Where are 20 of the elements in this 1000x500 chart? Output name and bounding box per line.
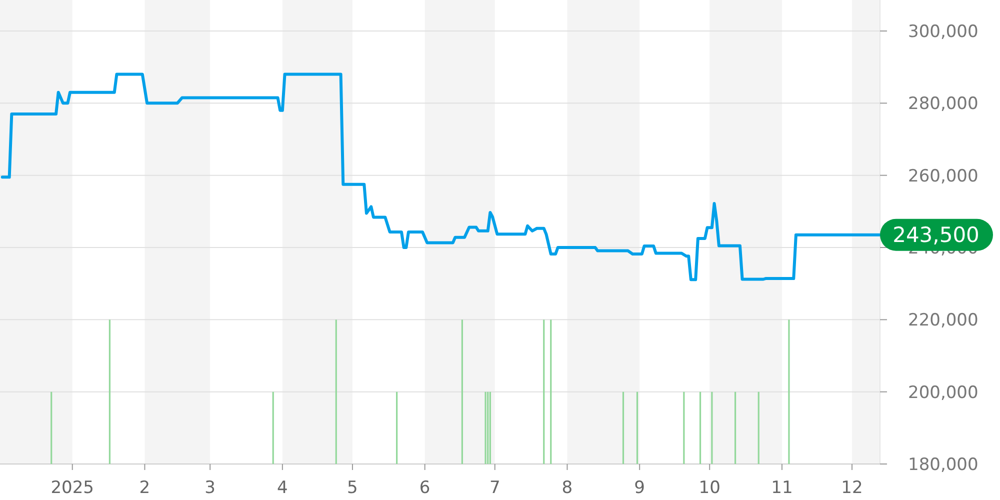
y-tick-label: 300,000 (908, 22, 978, 42)
y-tick-label: 180,000 (908, 454, 978, 475)
x-tick-label: 12 (841, 478, 863, 498)
x-tick-label: 4 (277, 478, 288, 498)
x-tick-label: 2 (139, 478, 150, 498)
y-tick-label: 260,000 (908, 166, 978, 186)
annotation: 243,500 (892, 223, 980, 248)
x-tick-label: 9 (634, 478, 645, 498)
line-series (0, 72, 882, 282)
y-tick-label: 220,000 (908, 310, 978, 331)
x-tick-label: 10 (698, 478, 720, 498)
x-tick-label: 8 (562, 478, 573, 498)
x-tick-label: 11 (771, 478, 793, 498)
y-tick-label: 280,000 (908, 94, 978, 114)
x-tick-label: 2025 (50, 478, 94, 498)
y-tick-label: 200,000 (908, 382, 978, 403)
x-tick-label: 3 (204, 478, 216, 498)
x-tick-label: 5 (347, 478, 358, 498)
x-tick-label: 6 (419, 478, 430, 498)
x-tick-label: 7 (489, 478, 500, 498)
